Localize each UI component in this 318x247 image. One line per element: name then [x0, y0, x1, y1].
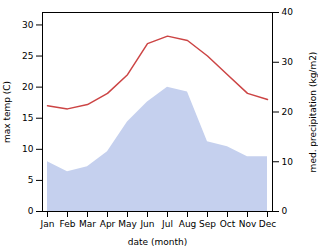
svg-text:40: 40	[282, 7, 294, 17]
svg-text:Dec: Dec	[259, 219, 276, 229]
svg-text:30: 30	[22, 20, 34, 30]
svg-text:5: 5	[28, 175, 34, 185]
svg-text:Jun: Jun	[139, 219, 154, 229]
svg-text:25: 25	[22, 51, 33, 61]
svg-text:Jan: Jan	[40, 219, 55, 229]
svg-text:Aug: Aug	[179, 219, 197, 229]
svg-text:20: 20	[282, 107, 294, 117]
svg-text:Nov: Nov	[239, 219, 257, 229]
svg-text:Jul: Jul	[161, 219, 173, 229]
svg-text:Sep: Sep	[199, 219, 216, 229]
svg-text:Apr: Apr	[100, 219, 116, 229]
svg-text:max temp (C): max temp (C)	[2, 81, 12, 143]
svg-text:10: 10	[22, 144, 34, 154]
svg-text:Feb: Feb	[60, 219, 76, 229]
svg-text:0: 0	[282, 206, 288, 216]
svg-text:20: 20	[22, 82, 34, 92]
svg-text:med. precipitation (kg/m2): med. precipitation (kg/m2)	[308, 52, 318, 173]
svg-text:0: 0	[28, 206, 34, 216]
svg-text:10: 10	[282, 157, 294, 167]
svg-text:Oct: Oct	[220, 219, 236, 229]
svg-text:15: 15	[22, 113, 33, 123]
svg-text:Mar: Mar	[79, 219, 96, 229]
svg-text:May: May	[118, 219, 137, 229]
svg-text:date (month): date (month)	[128, 237, 187, 247]
svg-text:30: 30	[282, 57, 294, 67]
